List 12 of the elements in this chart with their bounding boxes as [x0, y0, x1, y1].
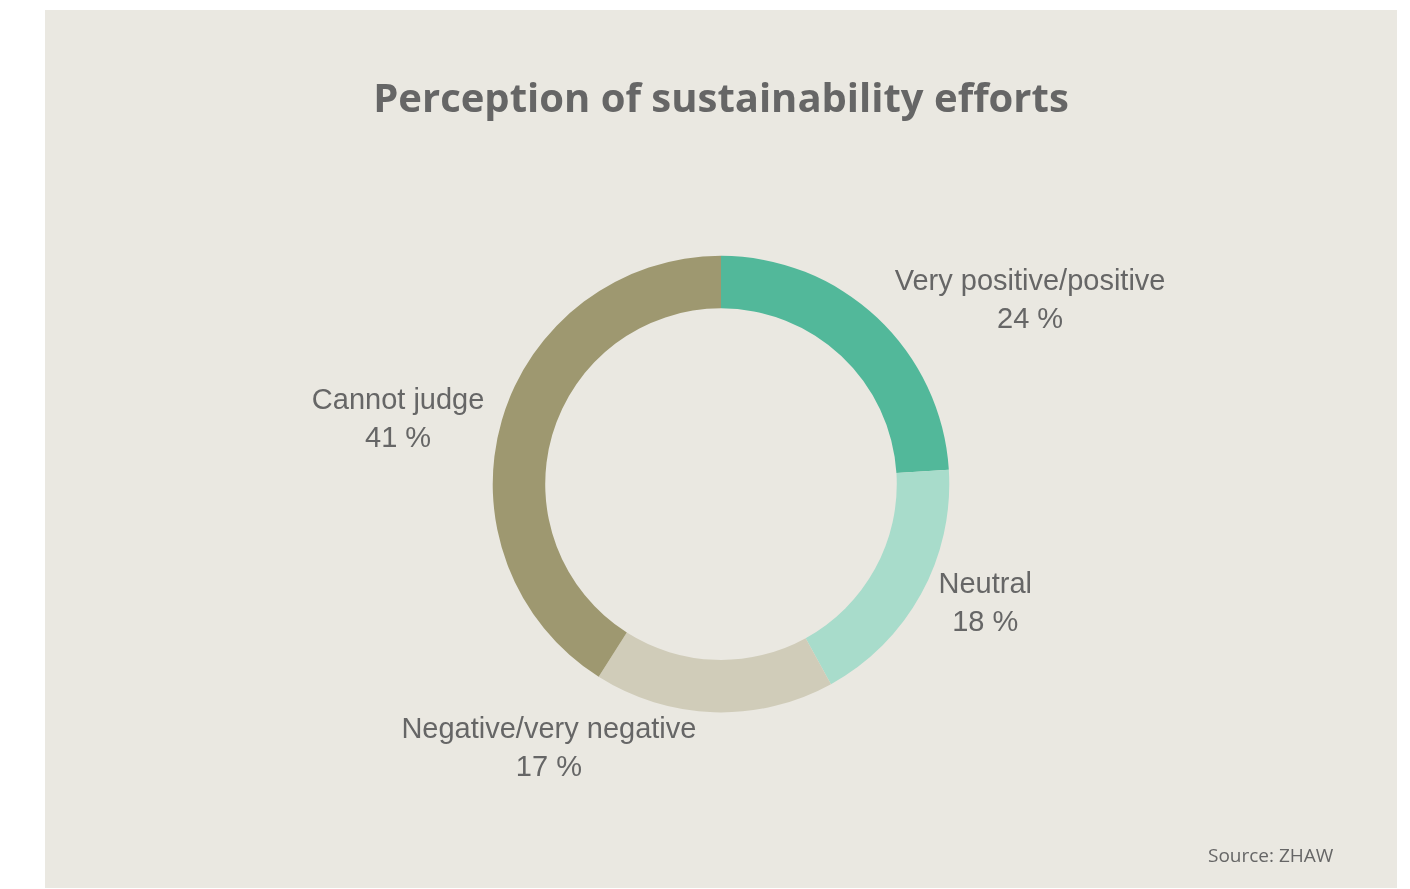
data-label: 24 % — [997, 302, 1064, 335]
slice-label: Negative/very negative — [401, 712, 697, 745]
slice-label: Neutral — [938, 567, 1032, 600]
data-label: 18 % — [952, 605, 1019, 638]
donut-slice — [492, 255, 721, 677]
source-note: Source: ZHAW — [1208, 842, 1334, 868]
slice-label: Cannot judge — [311, 382, 485, 415]
data-label: 41 % — [365, 420, 432, 453]
chart-title: Perception of sustainability efforts — [373, 68, 1069, 124]
data-label: 17 % — [515, 749, 582, 782]
slice-label: Very positive/positive — [894, 264, 1166, 297]
donut-slice — [598, 632, 831, 713]
